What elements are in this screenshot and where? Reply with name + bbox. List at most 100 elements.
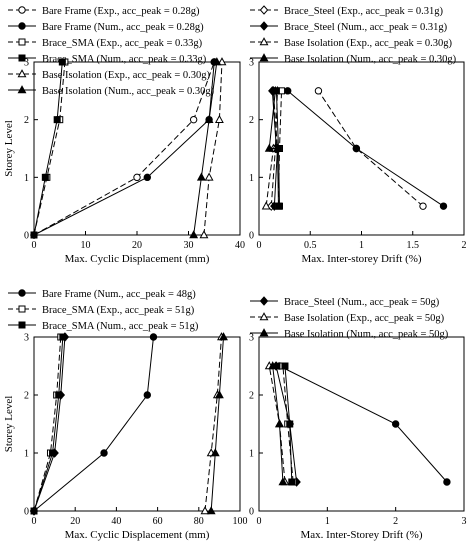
chart-panel-bottom-right: 0 1 2 3 0 1 2 3 Max. Inter-Storey Drift (%) Brace…	[249, 296, 467, 541]
legend-label: Bare Frame (Num., acc_peak = 48g)	[42, 289, 196, 300]
series-line	[33, 61, 66, 236]
x-tick-label: 100	[233, 516, 248, 527]
y-tick-label: 3	[249, 58, 254, 69]
series-line	[204, 336, 222, 512]
x-tick-label: 20	[70, 516, 80, 527]
data-point	[133, 173, 141, 182]
y-tick-label: 3	[24, 58, 29, 69]
series-line	[287, 90, 444, 207]
chart-panel-top-left: 0 10 20 30 40 0 1 2 3 Max. Cyclic Displacement (m…	[3, 6, 245, 265]
data-point	[149, 333, 158, 341]
x-tick-label: 60	[153, 516, 163, 527]
legend-marker	[259, 5, 269, 15]
series-brace-sma-exp-acc-peak-51g	[30, 333, 65, 515]
legend-label: Base Isolation (Exp., acc_peak = 0.30g)	[42, 70, 211, 81]
data-point	[286, 420, 294, 428]
y-tick-label: 0	[249, 231, 254, 242]
data-point	[288, 478, 296, 486]
legend-marker	[17, 85, 27, 94]
y-tick-label: 3	[24, 333, 29, 344]
x-tick-label: 0	[257, 516, 262, 527]
legend-marker	[18, 38, 26, 46]
y-tick-label: 0	[24, 507, 29, 518]
data-point	[314, 87, 323, 95]
data-point	[143, 391, 152, 399]
legend: Bare Frame (Exp., acc_peak = 0.28g) Bare …	[8, 6, 215, 97]
y-tick-label: 1	[24, 449, 29, 460]
series-line	[193, 61, 218, 236]
y-axis-label: Storey Level	[3, 120, 15, 177]
data-point	[50, 448, 59, 458]
data-point	[391, 420, 400, 428]
data-point	[58, 58, 66, 66]
series-line	[33, 61, 215, 236]
series-line	[33, 336, 154, 512]
series-line	[279, 365, 448, 483]
data-point	[212, 57, 222, 66]
y-tick-label: 1	[249, 449, 254, 460]
data-point	[210, 448, 220, 457]
y-tick-label: 1	[24, 173, 29, 184]
series-line	[33, 336, 62, 512]
data-point	[56, 390, 66, 400]
x-tick-label: 1	[325, 516, 330, 527]
data-point	[268, 361, 278, 370]
x-tick-label: 1	[359, 240, 364, 251]
series-bare-frame-exp	[314, 87, 427, 210]
legend-marker	[259, 312, 269, 321]
data-point	[352, 144, 361, 153]
legend-marker	[259, 53, 269, 62]
x-axis-label: Max. Cyclic Displacement (mm)	[65, 529, 210, 541]
data-point	[196, 172, 206, 181]
x-tick-label: 20	[132, 240, 142, 251]
data-point	[29, 506, 39, 516]
series-line	[210, 336, 225, 512]
legend-marker	[18, 289, 26, 297]
series-bare-frame-num-acc-peak-48g	[30, 333, 158, 515]
series-line	[33, 336, 64, 512]
data-point	[204, 172, 214, 181]
series-line	[318, 90, 424, 207]
series-brace-sma-num	[281, 362, 296, 486]
data-point	[30, 231, 38, 239]
series-base-isolation-exp-acc-peak-0-30g	[199, 57, 227, 239]
series-line	[203, 61, 223, 236]
legend-label: Bare Frame (Num., acc_peak = 0.28g)	[42, 22, 204, 33]
data-point	[281, 362, 289, 370]
data-point	[189, 115, 198, 124]
legend-label: Brace_SMA (Num., acc_peak = 0.33g)	[42, 54, 207, 65]
legend-marker	[17, 69, 27, 78]
legend-label: Brace_Steel (Num., acc_peak = 0.31g)	[284, 22, 448, 33]
legend-marker	[259, 296, 269, 306]
x-axis-label: Max. Cyclic Displacement (mm)	[65, 253, 210, 265]
series-base-isolation-num	[206, 332, 228, 515]
legend-label: Base Isolation (Num., acc_peak = 0.30g)	[284, 54, 457, 65]
data-point	[200, 506, 210, 515]
series-brace-sma-num-acc-peak-51g	[30, 333, 67, 515]
legend-label: Bare Frame (Exp., acc_peak = 0.28g)	[42, 6, 200, 17]
series-bare-frame-num	[275, 362, 451, 486]
data-point	[274, 145, 282, 152]
data-point	[443, 478, 451, 486]
data-point	[214, 390, 224, 399]
x-tick-label: 0.5	[304, 240, 317, 251]
data-point	[278, 477, 288, 486]
data-point	[60, 332, 70, 342]
legend-label: Base Isolation (Exp., acc_peak = 50g)	[284, 313, 445, 324]
data-point	[199, 230, 209, 239]
legend-label: Brace_SMA (Exp., acc_peak = 0.33g)	[42, 38, 203, 49]
y-tick-label: 2	[24, 115, 29, 126]
y-tick-label: 2	[24, 391, 29, 402]
data-point	[261, 201, 271, 210]
x-tick-label: 2	[462, 240, 467, 251]
x-axis-label: Max. Inter-Storey Drift (%)	[301, 529, 423, 541]
series-base-isolation-num-acc-peak-0-30g	[189, 57, 222, 239]
legend-marker	[18, 22, 26, 30]
x-tick-label: 1.5	[407, 240, 420, 251]
legend-label: Brace_SMA (Exp., acc_peak = 51g)	[42, 305, 195, 316]
legend-label: Base Isolation (Num., acc_peak = 0.30g)	[42, 86, 215, 97]
data-point	[275, 419, 284, 428]
legend-label: Base Isolation (Exp., acc_peak = 0.30g)	[284, 38, 453, 49]
x-tick-label: 80	[194, 516, 204, 527]
